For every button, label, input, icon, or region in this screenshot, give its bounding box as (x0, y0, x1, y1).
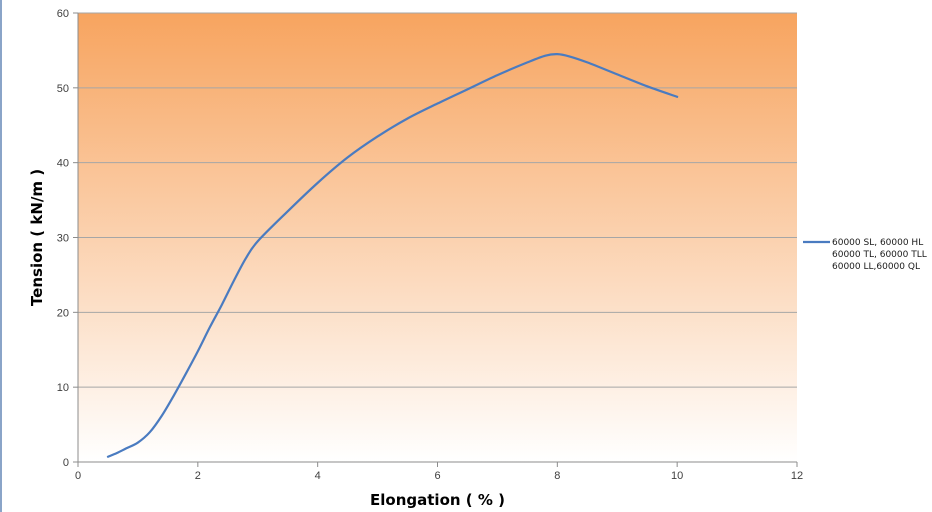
series-layer (106, 53, 679, 458)
x-tick-label: 4 (315, 470, 321, 482)
y-tick-label: 30 (57, 233, 69, 245)
legend-label-line: 60000 SL, 60000 HL (832, 238, 923, 248)
y-tick-label: 0 (63, 457, 69, 469)
y-tick-label: 10 (57, 382, 69, 394)
x-tick-label: 0 (75, 470, 81, 482)
legend-label-line: 60000 LL,60000 QL (832, 262, 920, 272)
x-tick-label: 8 (554, 470, 560, 482)
series-line (106, 53, 679, 458)
x-tick-label: 6 (434, 470, 440, 482)
x-tick-label: 12 (791, 470, 803, 482)
x-tick-label: 2 (195, 470, 201, 482)
axes (73, 12, 798, 467)
y-tick-label: 40 (57, 158, 69, 170)
x-tick-label: 10 (671, 470, 683, 482)
y-tick-label: 50 (57, 83, 69, 95)
legend: 60000 SL, 60000 HL 60000 TL, 60000 TLL 600… (803, 238, 927, 272)
x-axis-title: Elongation ( % ) (370, 491, 505, 509)
legend-label-line: 60000 TL, 60000 TLL (832, 250, 927, 260)
y-tick-label: 20 (57, 307, 69, 319)
tick-labels: 0 10 20 30 40 50 60 0 2 4 6 8 10 12 (57, 8, 803, 482)
gridlines (78, 12, 797, 388)
window-frame-edge (0, 0, 2, 512)
y-tick-label: 60 (57, 8, 69, 20)
y-axis-title: Tension ( kN/m ) (28, 169, 46, 306)
